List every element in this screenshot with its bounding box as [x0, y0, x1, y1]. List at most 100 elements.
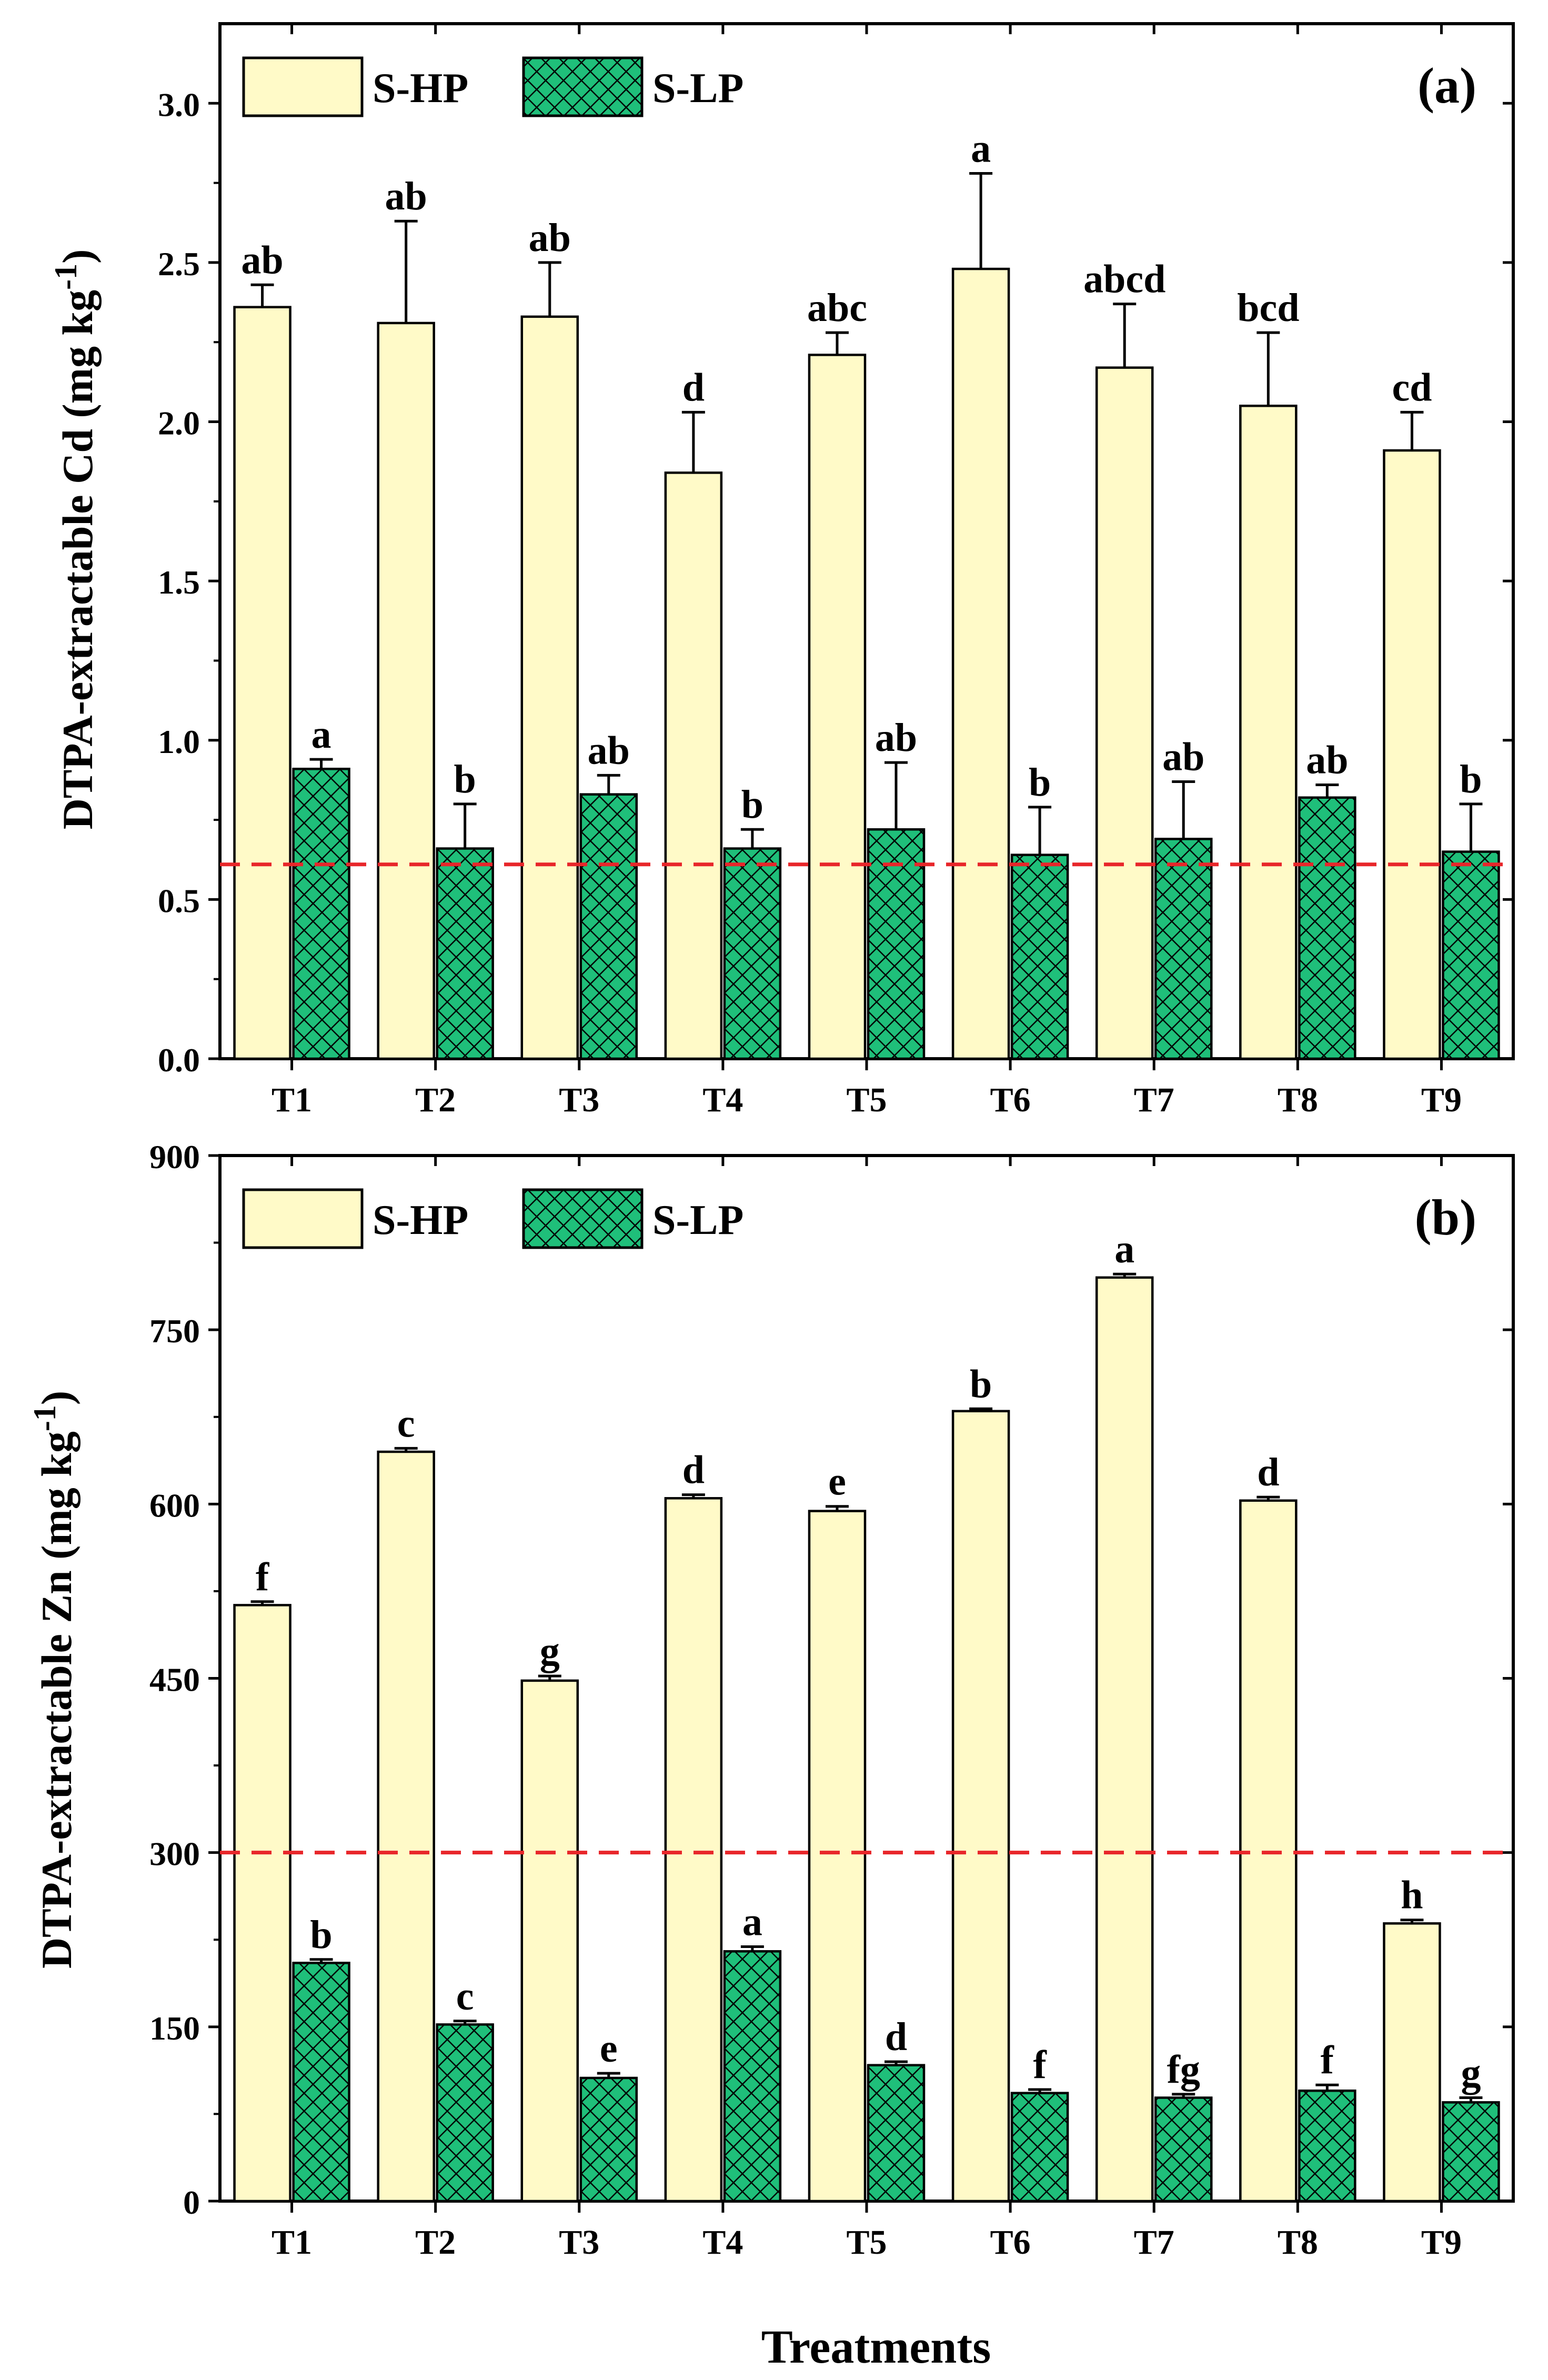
significance-letter-slp: b — [454, 757, 476, 801]
legend-label-shp: S-HP — [373, 65, 468, 112]
panel-b-zn-chart: 0 150 300 450 600 750 900 T1 f b T2 c c T3 g e T4 d a T5 e d T… — [27, 1138, 1515, 2262]
y-tick-label: 0.0 — [158, 1041, 200, 1079]
y-tick-label: 450 — [149, 1661, 200, 1699]
bar-slp — [867, 828, 926, 1060]
y-tick-label: 0.5 — [158, 882, 200, 919]
x-tick-label: T4 — [702, 1081, 743, 1119]
significance-letter-shp: a — [1114, 1227, 1134, 1271]
y-axis-title: DTPA-extractable Zn (mg kg-1) — [27, 1391, 81, 1969]
y-tick-label: 2.0 — [158, 405, 200, 442]
significance-letter-slp: g — [1461, 2051, 1481, 2095]
significance-letter-shp: d — [682, 365, 705, 409]
bar-slp — [436, 2023, 494, 2203]
significance-letter-slp: e — [600, 2026, 618, 2071]
bar-shp — [1095, 1276, 1154, 2203]
bar-shp — [233, 1604, 291, 2203]
bar-slp — [579, 2076, 638, 2203]
bar-slp — [1010, 2092, 1069, 2203]
bar-shp — [1095, 366, 1154, 1060]
x-tick-label: T9 — [1421, 1081, 1462, 1119]
significance-letter-slp: b — [310, 1913, 332, 1957]
significance-letter-shp: bcd — [1237, 286, 1299, 330]
bar-shp — [233, 306, 291, 1060]
bar-slp — [1442, 850, 1500, 1060]
panel-a-cd-chart: 0.00.51.01.52.02.53.0T1abaT2abbT3ababT4d… — [48, 22, 1515, 1119]
significance-letter-shp: d — [1257, 1450, 1279, 1494]
bar-shp — [520, 1679, 579, 2203]
panel-label: (a) — [1418, 57, 1476, 114]
bar-slp — [292, 1962, 350, 2203]
x-tick-label: T1 — [272, 2223, 312, 2262]
x-tick-label: T8 — [1278, 2223, 1318, 2262]
x-tick-label: T4 — [702, 2223, 743, 2262]
bar-shp — [808, 354, 867, 1060]
legend-swatch-shp — [242, 56, 364, 117]
bar-slp — [867, 2064, 926, 2203]
significance-letter-slp: ab — [1306, 738, 1348, 782]
legend-swatch-shp — [242, 1188, 364, 1249]
x-tick-label: T3 — [559, 2223, 599, 2262]
legend-label-slp: S-LP — [652, 65, 743, 112]
x-tick-label: T1 — [272, 1081, 312, 1119]
significance-letter-slp: b — [1460, 757, 1482, 801]
significance-letter-shp: abc — [807, 286, 867, 330]
bar-slp — [436, 847, 494, 1060]
significance-letter-shp: f — [256, 1555, 270, 1599]
bar-slp — [1298, 796, 1356, 1060]
bar-slp — [1154, 2096, 1213, 2203]
y-tick-label: 150 — [149, 2010, 200, 2047]
x-tick-label: T5 — [846, 2223, 887, 2262]
bar-shp — [1383, 1922, 1441, 2203]
bar-slp — [1010, 853, 1069, 1060]
bar-shp — [377, 1450, 435, 2203]
bar-slp — [1298, 2090, 1356, 2203]
y-tick-label: 600 — [149, 1487, 200, 1524]
bar-shp — [377, 322, 435, 1060]
significance-letter-shp: ab — [529, 216, 571, 260]
y-tick-label: 1.5 — [158, 564, 200, 601]
y-tick-label: 900 — [149, 1138, 200, 1176]
significance-letter-shp: g — [540, 1629, 560, 1673]
legend-label-slp: S-LP — [652, 1197, 743, 1243]
bar-shp — [1239, 405, 1298, 1060]
x-axis-title: Treatments — [761, 2321, 991, 2373]
significance-letter-shp: e — [828, 1460, 846, 1504]
significance-letter-shp: cd — [1392, 365, 1432, 409]
legend-swatch-slp — [522, 1188, 644, 1249]
significance-letter-slp: fg — [1167, 2047, 1200, 2092]
bar-shp — [664, 1497, 723, 2203]
significance-letter-shp: b — [970, 1362, 992, 1406]
significance-letter-shp: d — [682, 1448, 705, 1492]
significance-letter-shp: abcd — [1083, 257, 1165, 302]
bar-shp — [951, 267, 1010, 1060]
significance-letter-slp: f — [1321, 2038, 1335, 2082]
significance-letter-slp: ab — [875, 716, 917, 760]
y-tick-label: 2.5 — [158, 245, 200, 283]
x-tick-label: T5 — [846, 1081, 887, 1119]
significance-letter-slp: a — [311, 712, 331, 757]
significance-letter-shp: ab — [385, 174, 427, 218]
significance-letter-slp: b — [1029, 760, 1051, 805]
significance-letter-slp: a — [742, 1900, 762, 1944]
y-tick-label: 1.0 — [158, 723, 200, 760]
x-tick-label: T8 — [1278, 1081, 1318, 1119]
bar-slp — [1442, 2101, 1500, 2203]
significance-letter-slp: ab — [1162, 735, 1204, 779]
y-tick-label: 300 — [149, 1835, 200, 1873]
x-tick-label: T6 — [990, 2223, 1031, 2262]
significance-letter-shp: a — [971, 126, 991, 170]
bar-slp — [723, 1950, 782, 2203]
x-tick-label: T2 — [415, 1081, 456, 1119]
y-tick-label: 0 — [183, 2184, 200, 2221]
y-axis-title: DTPA-extractable Cd (mg kg-1) — [48, 249, 102, 830]
significance-letter-slp: c — [456, 1974, 474, 2019]
x-tick-label: T7 — [1134, 1081, 1174, 1119]
significance-letter-slp: ab — [588, 728, 630, 772]
bar-slp — [579, 793, 638, 1060]
y-tick-label: 750 — [149, 1312, 200, 1350]
bar-shp — [1383, 449, 1441, 1060]
y-tick-label: 3.0 — [158, 86, 200, 123]
x-tick-label: T2 — [415, 2223, 456, 2262]
significance-letter-slp: b — [741, 782, 763, 827]
